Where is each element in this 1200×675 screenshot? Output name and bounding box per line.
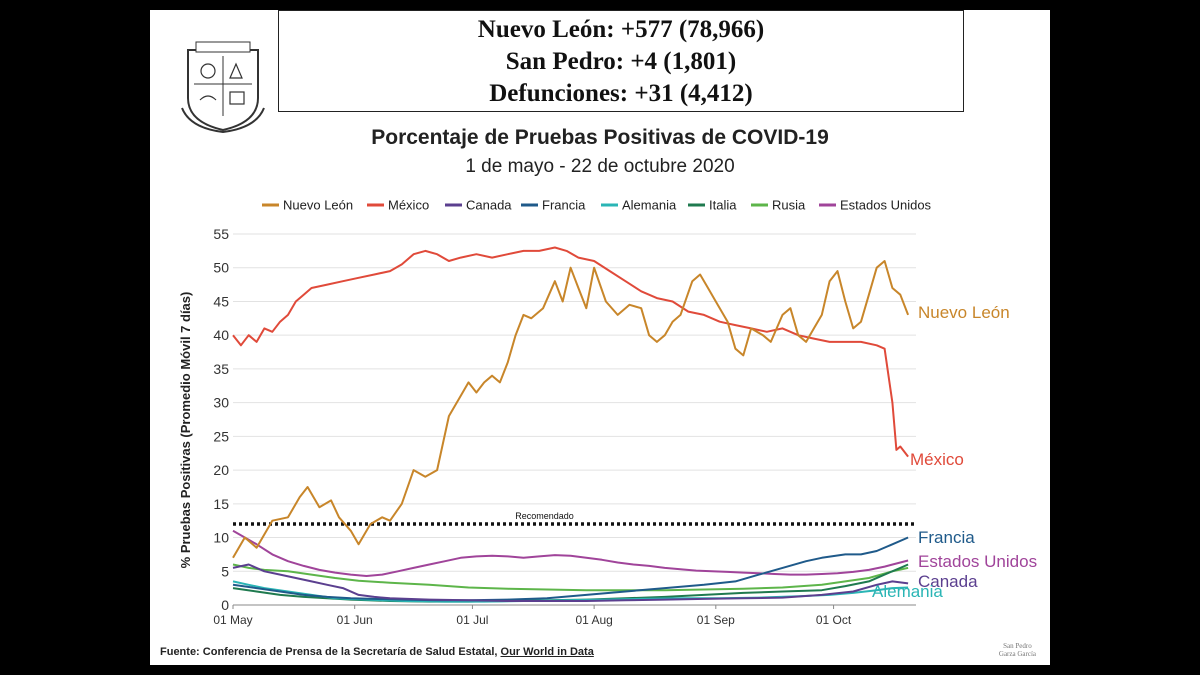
x-tick-label: 01 Aug — [575, 613, 612, 627]
y-tick-label: 25 — [213, 428, 229, 444]
series-line-méxico — [232, 246, 909, 458]
y-tick-label: 45 — [213, 293, 229, 309]
recommended-label: Recomendado — [515, 511, 574, 521]
y-tick-label: 40 — [213, 327, 229, 343]
chart-title: Porcentaje de Pruebas Positivas de COVID… — [371, 126, 829, 149]
recommended-line-group: Recomendado — [233, 511, 916, 526]
headline-san-pedro: San Pedro: +4 (1,801) — [505, 48, 737, 75]
end-label-francia: Francia — [918, 528, 975, 547]
legend-label: México — [388, 198, 429, 213]
infographic-card: Nuevo León: +577 (78,966) San Pedro: +4 … — [150, 10, 1050, 665]
y-tick-label: 20 — [213, 462, 229, 478]
x-tick-label: 01 May — [213, 613, 252, 627]
municipal-seal-logo — [181, 41, 265, 134]
chart-subtitle: 1 de mayo - 22 de octubre 2020 — [465, 156, 735, 177]
x-tick-label: 01 Oct — [816, 613, 852, 627]
y-tick-label: 50 — [213, 260, 229, 276]
legend-label: Rusia — [772, 198, 806, 213]
series-end-labels: Nuevo León México Canada Francia Alemania Est… — [872, 303, 1037, 601]
series-line-estados-unidos — [232, 529, 909, 577]
legend-label: Nuevo León — [283, 198, 353, 213]
end-label-alemania: Alemania — [872, 582, 943, 601]
legend-label: Francia — [542, 198, 586, 213]
x-tick-label: 01 Sep — [697, 613, 735, 627]
end-label-canada: Canada — [918, 572, 978, 591]
source-text: Fuente: Conferencia de Prensa de la Secr… — [160, 646, 501, 658]
y-axis-label: % Pruebas Positivas (Promedio Móvil 7 dí… — [178, 292, 193, 569]
line-chart: Nuevo León México Canada Francia Alemania Ita… — [178, 198, 1037, 628]
source-link[interactable]: Our World in Data — [500, 646, 594, 658]
corner-logo: San Pedro Garza García — [999, 642, 1036, 658]
y-axis: 0 5 10 15 20 25 30 35 40 45 50 55 — [213, 226, 229, 613]
x-axis: 01 May 01 Jun 01 Jul 01 Aug 01 Sep 01 Oct — [213, 605, 852, 627]
corner-logo-line2: Garza García — [998, 650, 1036, 658]
series-line-francia — [232, 536, 909, 602]
chart-grid — [233, 233, 916, 606]
series-line-nuevo-león — [232, 260, 910, 559]
series-line-canada — [232, 563, 909, 602]
chart-legend: Nuevo León México Canada Francia Alemania Ita… — [262, 198, 932, 213]
y-tick-label: 30 — [213, 395, 229, 411]
y-tick-label: 35 — [213, 361, 229, 377]
source-note: Fuente: Conferencia de Prensa de la Secr… — [160, 646, 594, 658]
end-label-nuevo-león: Nuevo León — [918, 303, 1010, 322]
corner-logo-line1: San Pedro — [1003, 642, 1032, 650]
series-line-rusia — [232, 563, 909, 592]
x-tick-label: 01 Jul — [456, 613, 488, 627]
legend-label: Italia — [709, 198, 737, 213]
chart-series — [232, 246, 910, 603]
y-tick-label: 10 — [213, 530, 229, 546]
y-tick-label: 5 — [221, 563, 229, 579]
legend-label: Alemania — [622, 198, 677, 213]
y-tick-label: 15 — [213, 496, 229, 512]
headline-nuevo-leon: Nuevo León: +577 (78,966) — [477, 16, 765, 43]
legend-label: Estados Unidos — [840, 198, 932, 213]
end-label-méxico: México — [910, 450, 964, 469]
headline-defunciones: Defunciones: +31 (4,412) — [489, 80, 753, 107]
legend-label: Canada — [466, 198, 512, 213]
y-tick-label: 55 — [213, 226, 229, 242]
headline-box: Nuevo León: +577 (78,966) San Pedro: +4 … — [278, 10, 964, 112]
y-tick-label: 0 — [221, 597, 229, 613]
x-tick-label: 01 Jun — [337, 613, 373, 627]
end-label-estados-unidos: Estados Unidos — [918, 552, 1037, 571]
